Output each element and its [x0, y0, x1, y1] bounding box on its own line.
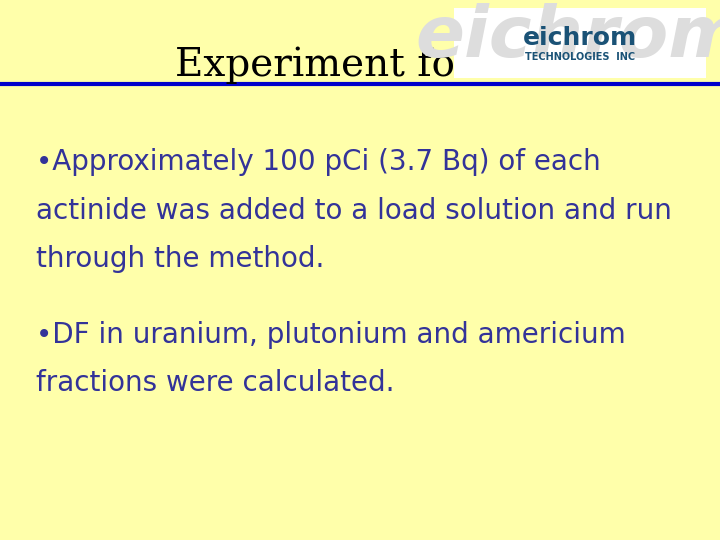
FancyBboxPatch shape — [454, 8, 706, 78]
Text: eichrom: eichrom — [523, 26, 636, 50]
Text: actinide was added to a load solution and run: actinide was added to a load solution an… — [36, 197, 672, 225]
Text: fractions were calculated.: fractions were calculated. — [36, 369, 395, 397]
Text: Experiment for DF: Experiment for DF — [176, 46, 544, 84]
Text: through the method.: through the method. — [36, 245, 325, 273]
Text: •DF in uranium, plutonium and americium: •DF in uranium, plutonium and americium — [36, 321, 626, 349]
Text: eichrom: eichrom — [415, 3, 720, 72]
Text: •Approximately 100 pCi (3.7 Bq) of each: •Approximately 100 pCi (3.7 Bq) of each — [36, 148, 600, 176]
Text: TECHNOLOGIES  INC: TECHNOLOGIES INC — [525, 52, 634, 62]
